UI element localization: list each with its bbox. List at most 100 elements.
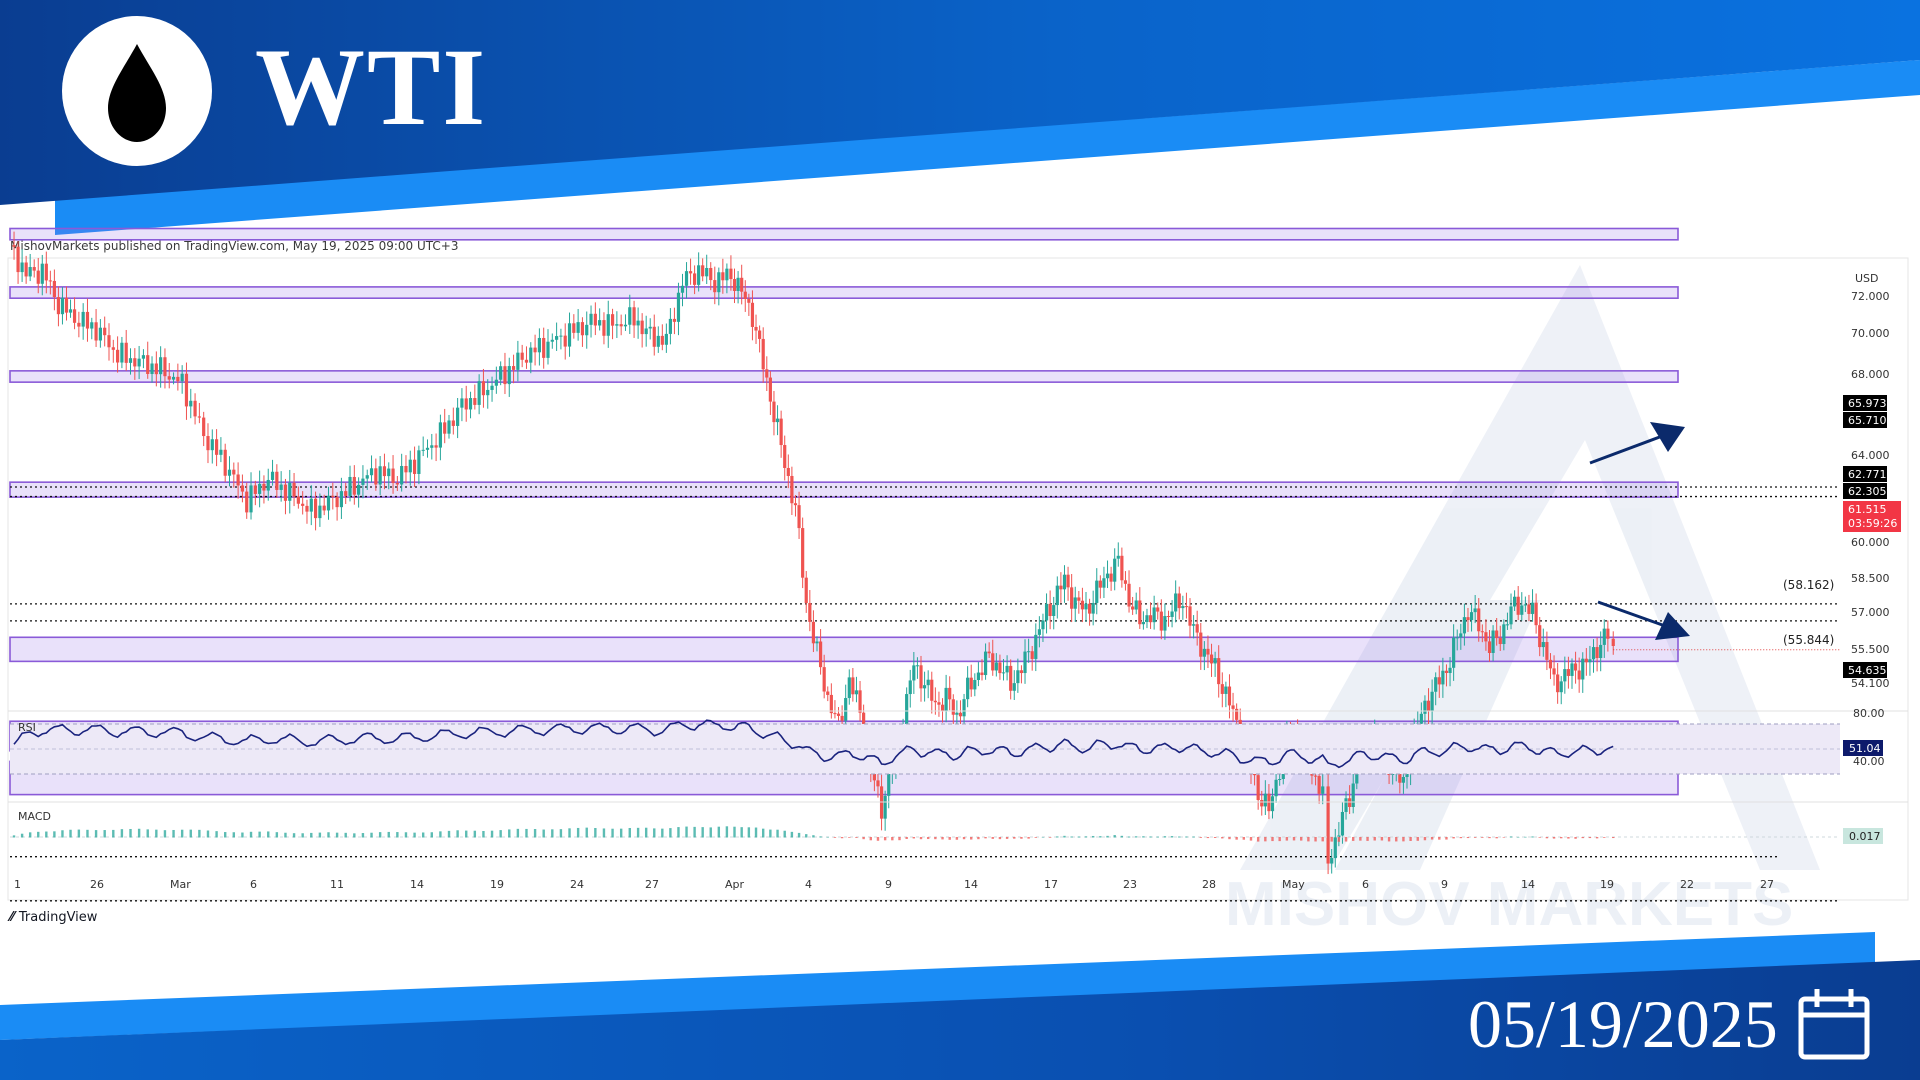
macd-bar xyxy=(172,829,175,838)
candle-body xyxy=(318,505,322,519)
macd-bar xyxy=(112,829,115,838)
macd-bar xyxy=(1359,837,1362,841)
macd-bar xyxy=(783,830,786,838)
candle-body xyxy=(537,337,541,353)
macd-bar xyxy=(1502,837,1506,838)
candle-body xyxy=(623,324,628,327)
macd-bar xyxy=(998,837,1002,840)
calendar-icon xyxy=(1798,989,1870,1060)
candle-body xyxy=(262,483,266,491)
rsi-tick-40: 40.00 xyxy=(1853,755,1885,768)
candle-body xyxy=(1538,625,1542,648)
candle-body xyxy=(567,323,572,347)
macd-bar xyxy=(387,831,390,838)
oil-drop-icon xyxy=(108,44,166,142)
macd-bar xyxy=(542,829,545,838)
candle-body xyxy=(111,347,115,350)
macd-label: MACD xyxy=(18,810,51,823)
macd-bar xyxy=(292,833,296,838)
candle-body xyxy=(822,667,826,692)
macd-bar xyxy=(790,831,794,838)
candle-body xyxy=(533,347,537,353)
macd-bar xyxy=(353,833,356,838)
candle-body xyxy=(1448,667,1452,674)
macd-bar xyxy=(1509,836,1513,838)
candle-body xyxy=(1459,633,1463,638)
macd-bar xyxy=(585,827,588,838)
candle-body xyxy=(214,439,219,455)
candle-body xyxy=(563,335,567,347)
candle-body xyxy=(1141,622,1145,625)
macd-bar xyxy=(812,835,815,838)
x-tick: 6 xyxy=(1362,878,1369,891)
candle-body xyxy=(64,297,69,313)
macd-bar xyxy=(1552,837,1556,839)
candle-body xyxy=(128,358,133,363)
macd-bar xyxy=(1185,836,1188,838)
candle-body xyxy=(494,379,498,386)
candle-body xyxy=(1174,593,1178,612)
macd-bar xyxy=(559,829,563,838)
candle-body xyxy=(344,491,348,496)
zone xyxy=(9,227,1679,241)
svg-text:54.635: 54.635 xyxy=(1848,664,1887,677)
candle-body xyxy=(851,677,855,695)
candle-body xyxy=(1513,596,1517,607)
candle-body xyxy=(1052,605,1056,616)
candle-body xyxy=(973,680,977,690)
macd-bar xyxy=(754,827,758,838)
macd-bar xyxy=(1595,837,1599,839)
candle-body xyxy=(1581,658,1585,680)
macd-bar xyxy=(275,832,279,838)
candle-body xyxy=(477,381,481,405)
candle-body xyxy=(1321,786,1325,794)
macd-bar xyxy=(1292,837,1296,841)
x-tick: 24 xyxy=(570,878,584,891)
macd-bar xyxy=(826,836,829,838)
svg-text:0.017: 0.017 xyxy=(1849,830,1881,843)
macd-bar xyxy=(189,829,192,838)
macd-bar xyxy=(267,831,270,838)
macd-bar xyxy=(762,828,765,838)
macd-bar xyxy=(499,830,502,838)
macd-bar xyxy=(20,833,24,838)
candle-body xyxy=(1452,637,1456,668)
macd-bar xyxy=(661,828,664,838)
x-tick: 14 xyxy=(1521,878,1535,891)
candle-body xyxy=(425,447,430,450)
candle-body xyxy=(602,320,606,336)
candle-body xyxy=(503,366,507,385)
macd-bar xyxy=(45,831,48,838)
macd-bar xyxy=(430,832,433,838)
candle-body xyxy=(1217,658,1221,685)
macd-bar xyxy=(370,832,373,838)
macd-bar xyxy=(1077,836,1081,838)
candle-body xyxy=(1227,686,1232,706)
macd-bar xyxy=(232,832,236,838)
macd-bar xyxy=(533,829,537,838)
candle-body xyxy=(1313,775,1318,777)
macd-bar xyxy=(215,831,218,838)
macd-bar xyxy=(1221,837,1224,839)
candle-body xyxy=(1084,603,1088,610)
macd-bar xyxy=(669,828,672,838)
candle-body xyxy=(1059,585,1063,590)
macd-bar xyxy=(636,827,640,838)
candle-body xyxy=(1138,600,1142,625)
candle-body xyxy=(434,445,438,448)
candle-body xyxy=(460,398,464,408)
candle-body xyxy=(559,335,563,337)
candle-body xyxy=(772,401,776,423)
macd-bar xyxy=(404,832,408,838)
price-axis: 72.000 70.000 68.000 64.000 60.000 58.50… xyxy=(1851,290,1890,690)
macd-bar xyxy=(284,832,287,838)
candle-body xyxy=(524,359,529,363)
candle-body xyxy=(1098,580,1102,588)
candle-body xyxy=(1419,713,1423,724)
macd-bar xyxy=(848,837,851,838)
macd-bar xyxy=(155,829,158,838)
candle-body xyxy=(983,651,988,676)
svg-text:62.305: 62.305 xyxy=(1848,485,1887,498)
zone xyxy=(9,636,1679,663)
candle-body xyxy=(680,285,685,293)
